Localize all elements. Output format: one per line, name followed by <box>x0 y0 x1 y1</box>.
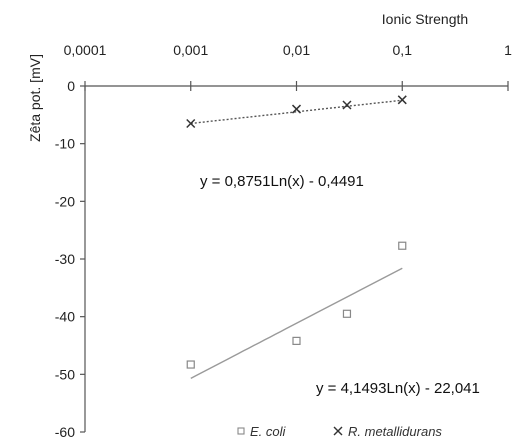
legend-marker-e-coli <box>237 427 245 435</box>
x-tick-label: 0,01 <box>283 42 310 58</box>
point-e-coli <box>292 336 301 345</box>
point-e-coli <box>186 360 195 369</box>
y-tick-label: -50 <box>55 366 75 382</box>
y-tick-label: -10 <box>55 136 75 152</box>
x-axis-title: Ionic Strength <box>382 11 468 27</box>
x-tick-label: 1 <box>504 42 512 58</box>
x-tick-label: 0,0001 <box>64 42 107 58</box>
x-tick-label: 0,1 <box>393 42 413 58</box>
y-tick-label: -30 <box>55 251 75 267</box>
equation-r-metallidurans: y = 0,8751Ln(x) - 0,4491 <box>200 173 364 190</box>
trendlines <box>190 99 403 380</box>
point-e-coli <box>342 309 352 318</box>
legend-label-r-metallidurans: R. metallidurans <box>348 424 442 439</box>
legend-label-e-coli: E. coli <box>250 424 287 439</box>
y-tick-label: -40 <box>55 309 75 325</box>
data-points <box>186 95 407 369</box>
point-r-metallidurans <box>397 95 407 105</box>
axes: 0,0001 0,001 0,01 0,1 1 0 -10 -20 -30 -40 -50 -60 Io… <box>27 11 512 440</box>
point-r-metallidurans <box>186 118 196 129</box>
equation-e-coli: y = 4,1493Ln(x) - 22,041 <box>316 380 480 397</box>
legend-marker-r-metallidurans <box>333 426 343 436</box>
x-tick-label: 0,001 <box>173 42 208 58</box>
point-e-coli <box>398 241 407 250</box>
legend: E. coli R. metallidurans <box>237 424 442 439</box>
y-tick-label: -60 <box>55 424 75 440</box>
point-r-metallidurans <box>291 104 302 114</box>
y-tick-label: -20 <box>55 193 75 209</box>
trendline-r-metallidurans <box>190 99 403 125</box>
y-axis-title: Zêta pot. [mV] <box>27 54 43 142</box>
point-r-metallidurans <box>342 100 352 110</box>
y-tick-label: 0 <box>67 78 75 94</box>
labels: y = 0,8751Ln(x) - 0,4491 y = 4,1493Ln(x) … <box>200 173 480 397</box>
trendline-e-coli <box>190 267 403 380</box>
